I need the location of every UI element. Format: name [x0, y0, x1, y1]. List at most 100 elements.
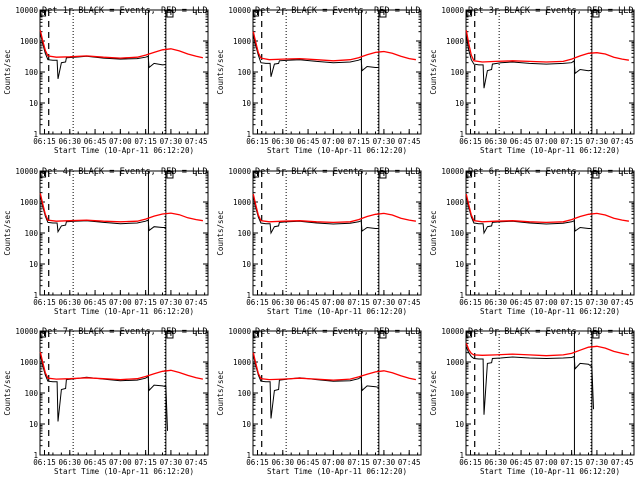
x-tick-label: 06:30	[484, 458, 507, 467]
y-tick-label: 100	[237, 229, 251, 238]
y-tick-label: 1000	[20, 37, 39, 46]
x-tick-label: 07:30	[586, 298, 609, 307]
x-tick-label: 07:00	[322, 137, 345, 146]
x-axis-label: Start Time (10-Apr-11 06:12:20)	[480, 307, 620, 316]
series-line-events	[252, 196, 379, 235]
marker-box-left	[40, 331, 47, 338]
y-tick-label: 10	[29, 420, 39, 429]
y-axis-label: Counts/sec	[3, 370, 12, 415]
marker-box-left	[40, 171, 47, 178]
marker-box	[592, 171, 600, 179]
detector-panel-6: Det 6r BLACK = Events, RED = LLD 1 10 100 10…	[429, 167, 635, 316]
x-tick-label: 06:15	[246, 298, 269, 307]
x-tick-label: 06:30	[271, 298, 294, 307]
plot-frame	[39, 9, 209, 135]
series-line-events	[465, 346, 594, 415]
y-tick-label: 100	[237, 68, 251, 77]
y-axis-label: Counts/sec	[216, 370, 225, 415]
plot-frame	[252, 170, 422, 296]
x-tick-label: 07:00	[109, 458, 132, 467]
x-tick-label: 06:45	[84, 458, 107, 467]
detector-panel-5: Det 5r BLACK = Events, RED = LLD 1 10 100 10…	[216, 167, 422, 316]
chart-title: Det 5r BLACK = Events, RED = LLD	[255, 167, 421, 177]
series-line-events	[39, 195, 166, 234]
marker-box	[166, 171, 174, 179]
x-tick-label: 07:30	[160, 137, 183, 146]
series-line-lld	[465, 30, 630, 63]
y-tick-label: 10	[242, 420, 252, 429]
x-tick-label: 06:45	[297, 298, 320, 307]
chart-title: Det 3r BLACK = Events, RED = LLD	[468, 6, 634, 16]
y-tick-label: 10	[29, 99, 39, 108]
y-tick-label: 10	[455, 99, 465, 108]
x-tick-label: 07:45	[185, 458, 208, 467]
series-line-lld	[39, 193, 204, 223]
x-tick-label: 07:45	[185, 137, 208, 146]
x-tick-label: 06:15	[459, 298, 482, 307]
x-tick-label: 07:30	[586, 137, 609, 146]
y-tick-label: 10	[242, 260, 252, 269]
series-line-lld	[252, 193, 417, 224]
detector-panel-2: Det 2r BLACK = Events, RED = LLD 1 10 100 10…	[216, 6, 422, 155]
marker-box-left	[466, 331, 473, 338]
x-tick-label: 06:45	[510, 137, 533, 146]
series-line-lld	[465, 343, 630, 357]
x-tick-label: 07:15	[560, 137, 583, 146]
x-tick-label: 07:30	[160, 458, 183, 467]
x-tick-label: 06:30	[58, 298, 81, 307]
y-tick-label: 100	[450, 68, 464, 77]
series-line-lld	[39, 351, 204, 381]
series-line-lld	[252, 31, 417, 62]
marker-box	[166, 10, 174, 18]
y-tick-label: 10	[455, 260, 465, 269]
detector-panel-1: Det 1r BLACK = Events, RED = LLD 1 10 100 10…	[3, 6, 209, 155]
y-tick-label: 1	[459, 291, 464, 300]
x-tick-label: 07:45	[398, 458, 421, 467]
y-tick-label: 10000	[15, 6, 38, 15]
y-tick-label: 1000	[446, 358, 465, 367]
series-line-lld	[252, 352, 417, 381]
series-line-events	[39, 32, 166, 80]
y-tick-label: 100	[237, 389, 251, 398]
x-tick-label: 06:15	[33, 298, 56, 307]
y-axis-label: Counts/sec	[429, 49, 438, 94]
x-axis-label: Start Time (10-Apr-11 06:12:20)	[54, 146, 194, 155]
x-tick-label: 07:00	[322, 458, 345, 467]
marker-box-left	[253, 10, 260, 17]
y-tick-label: 10000	[441, 327, 464, 336]
y-tick-label: 1000	[233, 37, 252, 46]
x-tick-label: 07:00	[535, 137, 558, 146]
y-tick-label: 10000	[441, 6, 464, 15]
y-tick-label: 1	[246, 451, 251, 460]
plot-frame	[252, 330, 422, 456]
x-tick-label: 07:45	[185, 298, 208, 307]
series-line-events	[252, 35, 379, 77]
marker-box-left	[253, 331, 260, 338]
x-tick-label: 07:15	[134, 298, 157, 307]
y-tick-label: 10000	[15, 327, 38, 336]
detector-panel-8: Det 8r BLACK = Events, RED = LLD 1 10 100 10…	[216, 327, 422, 476]
marker-box	[379, 10, 387, 18]
y-tick-label: 1	[246, 130, 251, 139]
x-tick-label: 07:45	[611, 298, 634, 307]
y-tick-label: 100	[24, 389, 38, 398]
y-axis-label: Counts/sec	[216, 210, 225, 255]
y-tick-label: 1000	[20, 198, 39, 207]
x-tick-label: 06:45	[84, 137, 107, 146]
y-tick-label: 10	[29, 260, 39, 269]
x-tick-label: 07:45	[611, 137, 634, 146]
y-tick-label: 1000	[20, 358, 39, 367]
marker-box-left	[40, 10, 47, 17]
series-line-events	[465, 196, 592, 235]
marker-box	[166, 331, 174, 339]
y-tick-label: 1	[33, 451, 38, 460]
x-tick-label: 07:00	[109, 137, 132, 146]
y-axis-label: Counts/sec	[3, 210, 12, 255]
y-tick-label: 1	[33, 130, 38, 139]
y-tick-label: 1000	[233, 358, 252, 367]
x-tick-label: 06:30	[271, 458, 294, 467]
marker-box-left	[466, 171, 473, 178]
detector-panel-7: Det 7r BLACK = Events, RED = LLD 1 10 100 10…	[3, 327, 209, 476]
marker-box	[592, 10, 600, 18]
